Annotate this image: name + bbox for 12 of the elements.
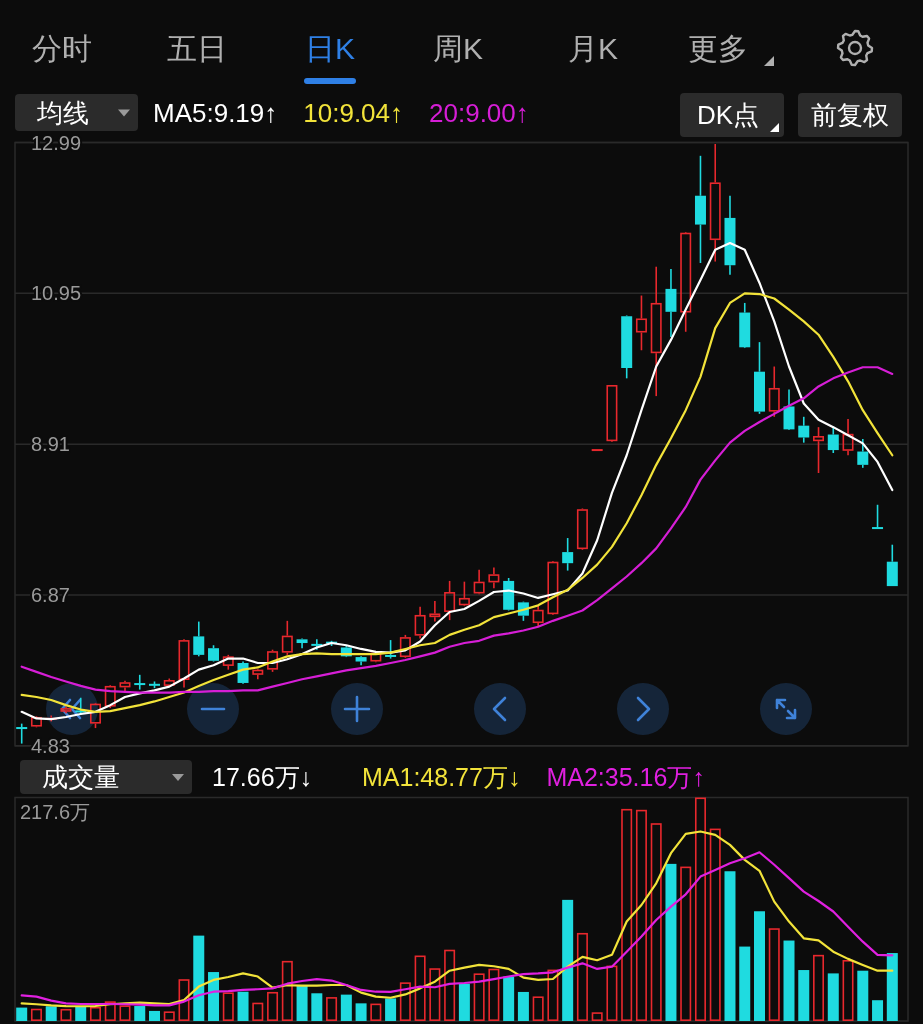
legend-item: 10:9.04↑ <box>303 98 404 128</box>
legend-item: MA1:48.77万↓ <box>362 763 521 791</box>
y-tick: 10.95 <box>31 282 82 305</box>
y-tick: 6.87 <box>31 583 70 606</box>
annotation: 17.66万↓ <box>212 763 313 791</box>
y-tick: 8.91 <box>31 433 70 456</box>
legend-item: MA5:9.19↑ <box>153 98 278 128</box>
y-tick: 4.83 <box>31 734 70 757</box>
annotation: 217.6万 <box>20 801 91 823</box>
legend-item: 20:9.00↑ <box>429 98 529 128</box>
legend-item: MA2:35.16万↑ <box>546 763 705 791</box>
y-tick: 12.99 <box>31 131 82 154</box>
